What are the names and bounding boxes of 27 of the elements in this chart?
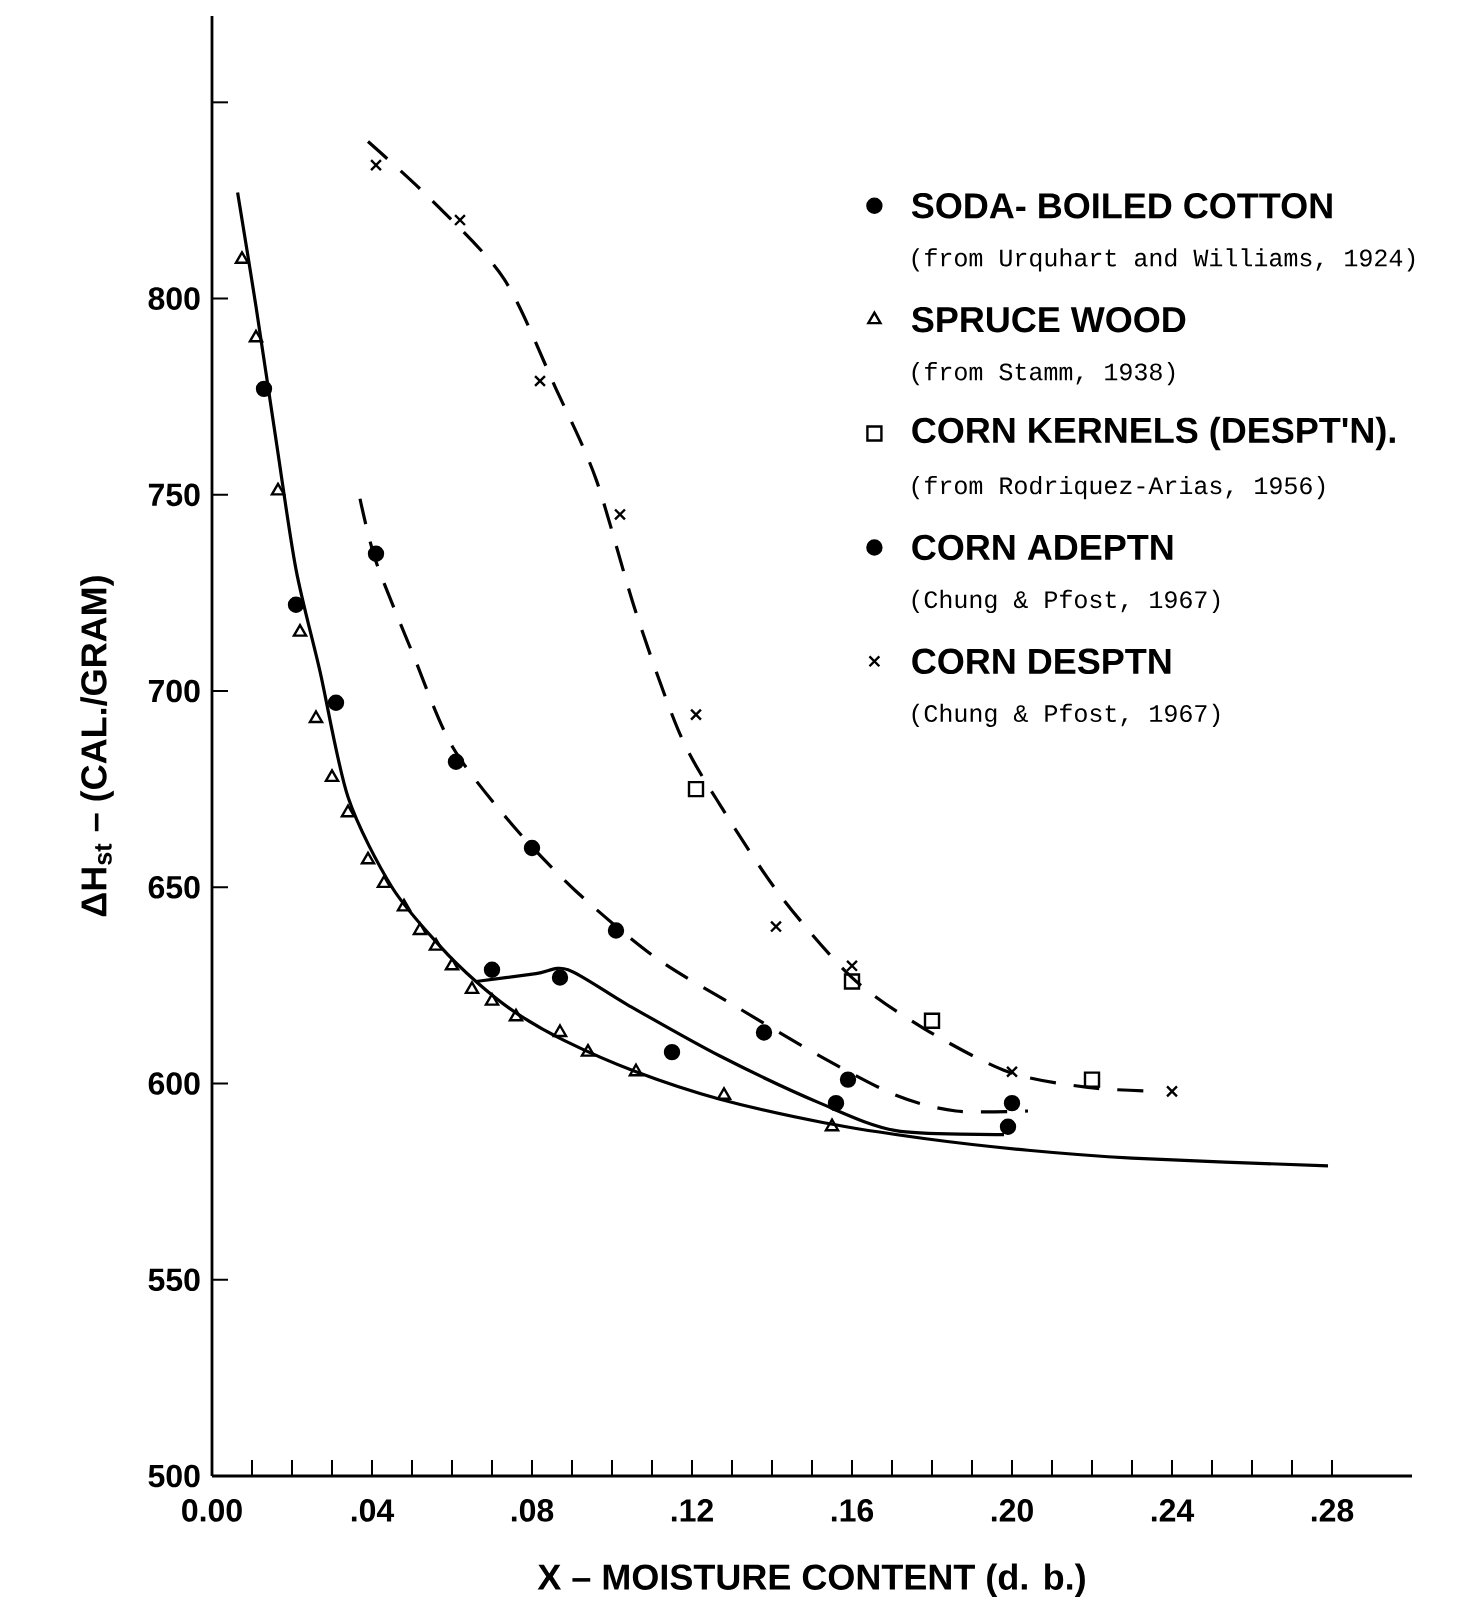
annotation: (from Urquhart and Williams, 1924) [912, 248, 1415, 272]
x-tick-label: .16 [831, 1499, 874, 1522]
x-tick-label: .08 [511, 1499, 554, 1522]
x-tick-label: 0.00 [182, 1499, 242, 1522]
y-tick-label: 800 [148, 287, 200, 310]
y-tick-label: 600 [148, 1072, 200, 1095]
x-tick-label: .24 [1151, 1499, 1195, 1522]
x-axis-title: X – MOISTURE CONTENT (d. b.) [537, 1563, 1085, 1598]
legend-label: CORN KERNELS (DESPT'N). [912, 416, 1395, 451]
legend-label: SODA- BOILED COTTON [911, 193, 1332, 219]
legend-label: CORN DESPTN [912, 648, 1171, 675]
legend-label: CORN ADEPTN [912, 534, 1173, 561]
y-tick-label: 700 [148, 679, 200, 703]
x-tick-label: .20 [991, 1499, 1033, 1522]
annotation: (from Rodriquez-Arias, 1956) [912, 475, 1325, 500]
annotation: (Chung & Pfost, 1967) [912, 589, 1220, 614]
annotation: (from Stamm, 1938) [912, 362, 1175, 386]
x-tick-label: .28 [1311, 1499, 1354, 1522]
y-tick-label: 750 [148, 483, 200, 507]
legend-label: SPRUCE WOOD [911, 306, 1186, 333]
y-axis-title: ΔH$_{st}$ – (CAL./GRAM) [80, 576, 114, 917]
y-tick-label: 550 [148, 1268, 200, 1292]
x-tick-label: .04 [351, 1499, 395, 1522]
x-tick-label: .12 [671, 1499, 713, 1522]
annotation: (Chung & Pfost, 1967) [912, 703, 1220, 727]
y-tick-label: 500 [148, 1464, 200, 1488]
y-tick-label: 650 [148, 875, 200, 899]
